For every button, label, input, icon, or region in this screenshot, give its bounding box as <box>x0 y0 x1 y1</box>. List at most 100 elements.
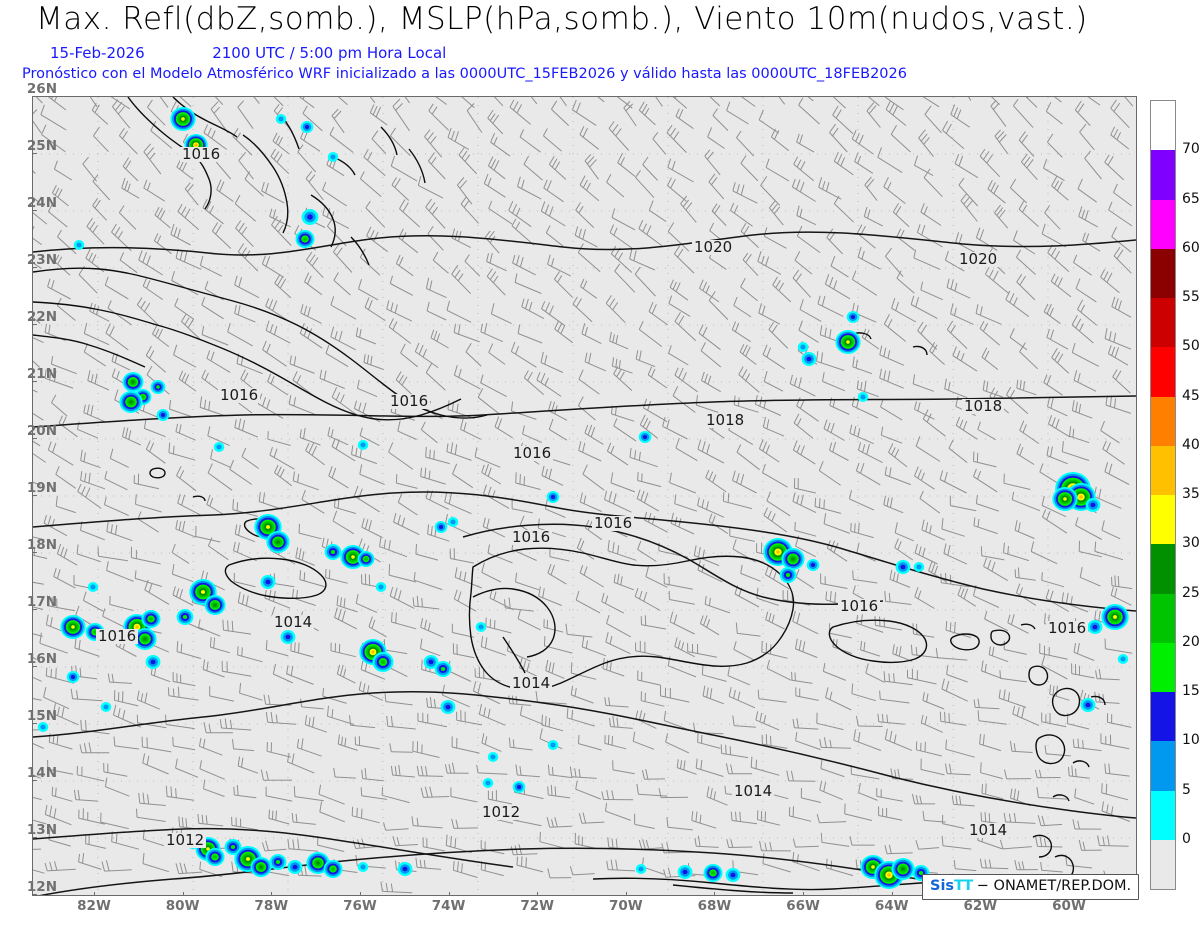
lat-tick-19N: 19N <box>26 480 57 496</box>
contour-label: 1018 <box>962 397 1005 415</box>
colorbar-tick-10: 10 <box>1182 732 1200 749</box>
lat-tick-20N: 20N <box>26 423 57 439</box>
colorbar-tick-0: 0 <box>1182 830 1191 847</box>
map-container[interactable]: 1016 1016 1016 1016 1016 1016 1016 1016 … <box>32 96 1137 896</box>
lat-tick-mark <box>33 324 37 325</box>
colorbar-segment-20 <box>1151 593 1175 643</box>
forecast-note: Pronóstico con el Modelo Atmosférico WRF… <box>22 66 907 82</box>
lat-tick-mark <box>33 495 37 496</box>
lon-tick-mark <box>182 892 184 896</box>
lon-tick-82W: 82W <box>77 898 111 914</box>
colorbar-segment--10 <box>1151 839 1175 889</box>
sis-label: Sis <box>930 878 955 894</box>
contour-label: 1014 <box>732 782 775 800</box>
lon-tick-78W: 78W <box>254 898 289 914</box>
lon-tick-66W: 66W <box>786 898 820 914</box>
lat-tick-mark <box>33 723 37 724</box>
lon-tick-74W: 74W <box>431 898 466 914</box>
colorbar-segment-0 <box>1151 790 1175 840</box>
forecast-time: 2100 UTC / 5:00 pm Hora Local <box>212 44 447 62</box>
lat-tick-mark <box>33 381 37 382</box>
lat-tick-17N: 17N <box>26 594 57 610</box>
lat-tick-mark <box>33 780 37 781</box>
contour-label: 1014 <box>272 613 315 631</box>
contour-label: 1016 <box>96 627 139 645</box>
colorbar-segment-30 <box>1151 495 1175 545</box>
lon-tick-mark <box>625 892 627 896</box>
lon-tick-mark <box>803 892 805 896</box>
contour-label: 1016 <box>838 597 881 615</box>
contour-label: 1016 <box>511 444 554 462</box>
weather-map[interactable] <box>32 96 1137 896</box>
lat-tick-24N: 24N <box>26 195 57 211</box>
lat-tick-14N: 14N <box>26 765 57 781</box>
lon-tick-mark <box>94 892 95 896</box>
lat-tick-26N: 26N <box>26 81 57 97</box>
lat-tick-25N: 25N <box>26 138 57 154</box>
contour-label: 1016 <box>1046 619 1089 637</box>
contour-label: 1012 <box>480 803 523 821</box>
lat-tick-mark <box>33 153 37 154</box>
colorbar-segment-60 <box>1151 199 1175 249</box>
lon-tick-60W: 60W <box>1052 898 1086 914</box>
lon-tick-80W: 80W <box>165 898 200 914</box>
colorbar-tick-65: 65 <box>1182 190 1200 207</box>
contour-label: 1016 <box>510 528 553 546</box>
datetime-line: 15-Feb-2026 2100 UTC / 5:00 pm Hora Loca… <box>50 44 446 62</box>
lat-tick-13N: 13N <box>26 822 57 838</box>
attribution-badge: SisTT − ONAMET/REP.DOM. <box>922 874 1140 900</box>
colorbar-tick-40: 40 <box>1182 436 1200 453</box>
colorbar-segment-70 <box>1151 101 1175 151</box>
lon-tick-68W: 68W <box>697 898 732 914</box>
lon-tick-72W: 72W <box>520 898 555 914</box>
colorbar-tick-20: 20 <box>1182 633 1200 650</box>
contour-label: 1016 <box>388 392 431 410</box>
colorbar-segment-45 <box>1151 347 1175 397</box>
contour-label: 1020 <box>692 238 735 256</box>
lon-tick-76W: 76W <box>343 898 377 914</box>
contour-label: 1016 <box>180 145 223 163</box>
contour-label: 1014 <box>967 821 1010 839</box>
contour-label: 1016 <box>592 514 635 532</box>
colorbar-tick-50: 50 <box>1182 338 1200 355</box>
mslp-contours <box>33 231 1136 895</box>
colorbar-tick-15: 15 <box>1182 683 1200 699</box>
colorbar-tick-70: 70 <box>1182 141 1200 158</box>
lon-tick-62W: 62W <box>963 898 998 914</box>
colorbar-segment-35 <box>1151 445 1175 495</box>
contour-label: 1016 <box>218 386 261 404</box>
colorbar-tick-30: 30 <box>1182 535 1200 552</box>
lat-tick-mark <box>33 96 37 97</box>
colorbar-segment-40 <box>1151 396 1175 446</box>
colorbar-segment-50 <box>1151 298 1175 348</box>
page-title: Max. Refl(dbZ,somb.), MSLP(hPa,somb.), V… <box>36 1 1088 37</box>
reflectivity-colorbar <box>1150 100 1176 890</box>
lon-tick-mark <box>271 892 273 896</box>
colorbar-tick-45: 45 <box>1182 387 1200 404</box>
colorbar-segment-15 <box>1151 642 1175 692</box>
lat-tick-mark <box>33 666 37 667</box>
lat-tick-mark <box>33 210 37 211</box>
lon-tick-mark <box>891 892 893 896</box>
colorbar-tick-55: 55 <box>1182 289 1200 305</box>
org-label: − ONAMET/REP.DOM. <box>976 878 1132 894</box>
coastlines <box>33 97 1136 894</box>
colorbar-tick-35: 35 <box>1182 486 1200 502</box>
colorbar-segment-55 <box>1151 248 1175 298</box>
colorbar-segment-5 <box>1151 741 1175 791</box>
lat-tick-mark <box>33 552 37 553</box>
colorbar-tick-60: 60 <box>1182 239 1200 256</box>
lat-tick-mark <box>33 438 37 439</box>
map-graphics <box>33 97 1136 895</box>
lon-tick-70W: 70W <box>608 898 643 914</box>
lat-tick-15N: 15N <box>26 708 57 724</box>
colorbar-segment-10 <box>1151 692 1175 742</box>
lon-tick-mark <box>448 892 450 896</box>
lon-tick-mark <box>714 892 716 896</box>
colorbar-tick-5: 5 <box>1182 781 1191 798</box>
lat-tick-12N: 12N <box>26 879 57 895</box>
lat-tick-mark <box>33 609 37 610</box>
contour-label: 1012 <box>164 831 207 849</box>
lat-tick-22N: 22N <box>26 309 57 325</box>
lat-tick-mark <box>33 267 37 268</box>
